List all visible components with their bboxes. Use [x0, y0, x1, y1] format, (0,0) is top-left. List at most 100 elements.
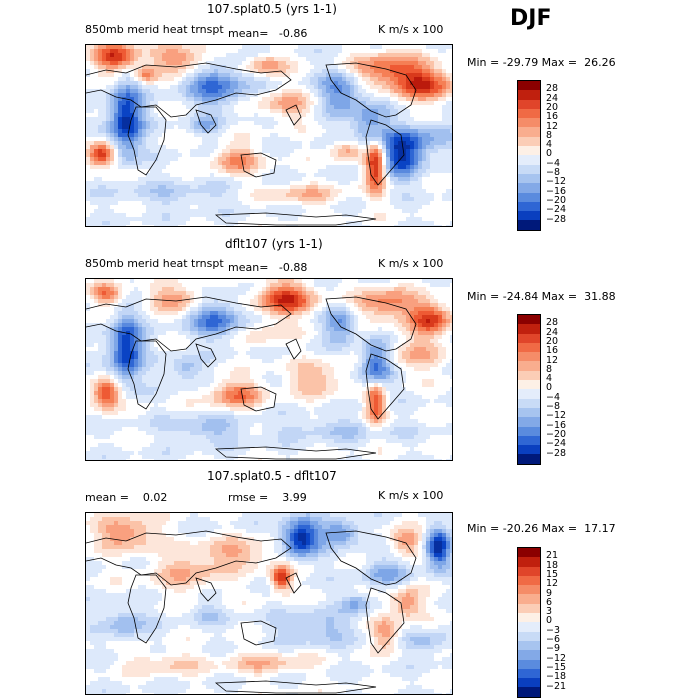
heatmap-cell [162, 173, 167, 178]
heatmap-cell [318, 49, 323, 54]
heatmap-cell [166, 205, 171, 210]
heatmap-cell [418, 137, 423, 142]
heatmap-cell [338, 149, 343, 154]
heatmap-cell [214, 221, 219, 226]
heatmap-cell [282, 225, 287, 226]
heatmap-cell [422, 291, 427, 296]
heatmap-cell [138, 141, 143, 146]
heatmap-cell [234, 279, 239, 284]
heatmap-cell [378, 169, 383, 174]
heatmap-cell [154, 213, 159, 218]
heatmap-cell [298, 221, 303, 226]
heatmap-cell [274, 137, 279, 142]
heatmap-cell [166, 221, 171, 226]
heatmap-cell [110, 291, 115, 296]
heatmap-cell [394, 125, 399, 130]
heatmap-cell [258, 217, 263, 222]
heatmap-cell [410, 149, 415, 154]
heatmap-cell [282, 45, 287, 50]
heatmap-cell [390, 93, 395, 98]
heatmap-cell [186, 169, 191, 174]
heatmap-cell [118, 73, 123, 78]
heatmap-cell [246, 181, 251, 186]
heatmap-cell [402, 185, 407, 190]
heatmap-cell [450, 89, 452, 94]
heatmap-cell [154, 299, 159, 304]
heatmap-cell [194, 105, 199, 110]
heatmap-cell [110, 145, 115, 150]
heatmap-cell [314, 153, 319, 158]
heatmap-cell [386, 287, 391, 292]
heatmap-cell [306, 133, 311, 138]
heatmap-cell [426, 65, 431, 70]
heatmap-cell [118, 201, 123, 206]
heatmap-cell [374, 197, 379, 202]
heatmap-cell [206, 113, 211, 118]
heatmap-cell [418, 117, 423, 122]
heatmap-cell [362, 299, 367, 304]
heatmap-cell [342, 283, 347, 288]
heatmap-cell [406, 137, 411, 142]
heatmap-cell [326, 169, 331, 174]
heatmap-cell [406, 197, 411, 202]
heatmap-cell [150, 121, 155, 126]
heatmap-cell [238, 141, 243, 146]
heatmap-cell [370, 299, 375, 304]
heatmap-cell [334, 89, 339, 94]
heatmap-cell [362, 303, 367, 308]
heatmap-cell [270, 49, 275, 54]
heatmap-cell [242, 45, 247, 50]
heatmap-cell [222, 49, 227, 54]
heatmap-cell [286, 157, 291, 162]
heatmap-cell [390, 221, 395, 226]
heatmap-cell [110, 209, 115, 214]
heatmap-cell [158, 57, 163, 62]
heatmap-cell [102, 177, 107, 182]
heatmap-cell [102, 185, 107, 190]
heatmap-cell [426, 61, 431, 66]
heatmap-cell [394, 193, 399, 198]
heatmap-cell [166, 109, 171, 114]
heatmap-cell [214, 225, 219, 226]
heatmap-cell [270, 279, 275, 284]
heatmap-cell [306, 177, 311, 182]
heatmap-cell [338, 93, 343, 98]
heatmap-cell [178, 137, 183, 142]
heatmap-cell [138, 93, 143, 98]
heatmap-cell [210, 303, 215, 308]
heatmap-cell [322, 205, 327, 210]
heatmap-cell [314, 65, 319, 70]
heatmap-cell [218, 137, 223, 142]
heatmap-cell [406, 149, 411, 154]
heatmap-cell [254, 105, 259, 110]
heatmap-cell [390, 169, 395, 174]
heatmap-cell [266, 69, 271, 74]
heatmap-cell [442, 217, 447, 222]
heatmap-cell [198, 165, 203, 170]
heatmap-cell [414, 73, 419, 78]
heatmap-cell [138, 295, 143, 300]
heatmap-cell [190, 153, 195, 158]
heatmap-cell [86, 133, 91, 138]
heatmap-cell [262, 49, 267, 54]
heatmap-cell [270, 283, 275, 288]
heatmap-cell [114, 125, 119, 130]
heatmap-cell [246, 157, 251, 162]
heatmap-cell [374, 177, 379, 182]
heatmap-cell [450, 121, 452, 126]
heatmap-cell [230, 61, 235, 66]
heatmap-cell [318, 117, 323, 122]
heatmap-cell [366, 53, 371, 58]
heatmap-cell [266, 105, 271, 110]
heatmap-cell [406, 117, 411, 122]
heatmap-cell [210, 57, 215, 62]
heatmap-cell [142, 307, 147, 312]
heatmap-cell [182, 45, 187, 50]
heatmap-cell [450, 49, 452, 54]
heatmap-cell [310, 177, 315, 182]
heatmap-cell [338, 69, 343, 74]
heatmap-cell [110, 157, 115, 162]
heatmap-cell [194, 279, 199, 284]
heatmap-cell [258, 283, 263, 288]
heatmap-cell [418, 295, 423, 300]
